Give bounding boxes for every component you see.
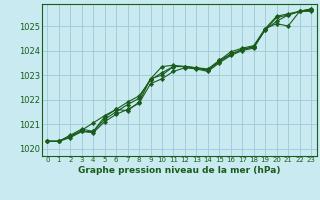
X-axis label: Graphe pression niveau de la mer (hPa): Graphe pression niveau de la mer (hPa) xyxy=(78,166,280,175)
